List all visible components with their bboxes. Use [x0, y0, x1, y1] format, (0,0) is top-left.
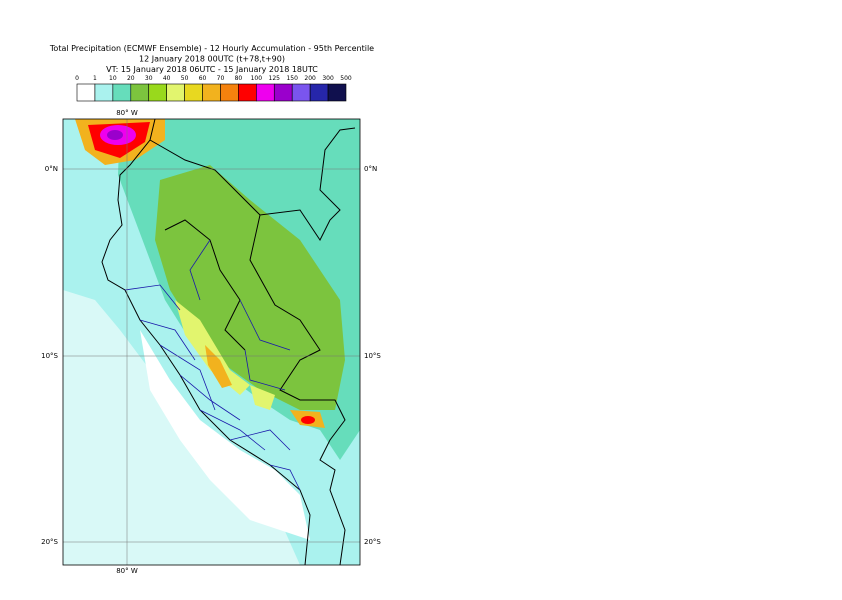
legend-swatch: [238, 83, 257, 102]
legend-label: 40: [163, 75, 171, 82]
map: [63, 119, 360, 565]
legend-label: 70: [217, 75, 225, 82]
title-line: Total Precipitation (ECMWF Ensemble) - 1…: [49, 44, 374, 53]
country-border: [149, 127, 356, 565]
legend-swatch: [130, 83, 150, 102]
legend-swatch: [184, 83, 203, 102]
legend-label: 0: [75, 75, 79, 82]
legend-label: 125: [269, 75, 281, 82]
legend-swatch: [76, 83, 96, 102]
legend-label: 1: [93, 75, 97, 82]
legend-label: 60: [199, 75, 207, 82]
legend-swatch: [256, 83, 275, 102]
title-block: Total Precipitation (ECMWF Ensemble) - 1…: [49, 44, 374, 74]
legend-swatch: [148, 83, 167, 102]
province-border: [124, 239, 301, 491]
heavy-core: [107, 130, 123, 140]
legend-label: 150: [286, 75, 298, 82]
lat-label: 10°S: [41, 352, 58, 360]
legend-swatch: [166, 83, 185, 102]
title-line: VT: 15 January 2018 06UTC - 15 January 2…: [106, 65, 318, 74]
legend-label: 200: [304, 75, 316, 82]
heavy-area: [175, 300, 250, 395]
map-frame: [62, 118, 361, 566]
legend-label: 20: [127, 75, 135, 82]
legend-swatch: [291, 83, 311, 102]
color-legend: 0 1 10 20 30 40 50 60 70 80 100 125 150 200 300 500: [75, 75, 352, 102]
legend-label: 50: [181, 75, 189, 82]
legend-swatch: [273, 83, 293, 102]
lat-label: 20°S: [41, 538, 58, 546]
lat-labels: 0°N 0°N 10°S 10°S 20°S 20°S: [41, 165, 381, 546]
heavy-core: [301, 416, 315, 424]
legend-swatch: [220, 83, 239, 102]
lat-label: 0°N: [364, 165, 377, 173]
lat-label: 0°N: [45, 165, 58, 173]
legend-label: 500: [340, 75, 352, 82]
legend-swatch: [94, 83, 114, 102]
lon-label: 80° W: [116, 109, 138, 117]
legend-label: 300: [322, 75, 334, 82]
wet-area: [155, 165, 345, 410]
legend-label: 30: [145, 75, 153, 82]
title-line: 12 January 2018 00UTC (t+78,t+90): [139, 55, 285, 64]
legend-label: 80: [235, 75, 243, 82]
legend-swatch: [112, 83, 132, 102]
dry-coast: [140, 330, 310, 540]
legend-label: 10: [109, 75, 117, 82]
lat-label: 10°S: [364, 352, 381, 360]
heavy-area: [250, 385, 275, 410]
legend-swatch: [309, 83, 329, 102]
legend-swatch: [202, 83, 221, 102]
legend-swatch: [327, 83, 347, 102]
legend-label: 100: [251, 75, 263, 82]
lat-label: 20°S: [364, 538, 381, 546]
lon-label: 80° W: [116, 567, 138, 575]
